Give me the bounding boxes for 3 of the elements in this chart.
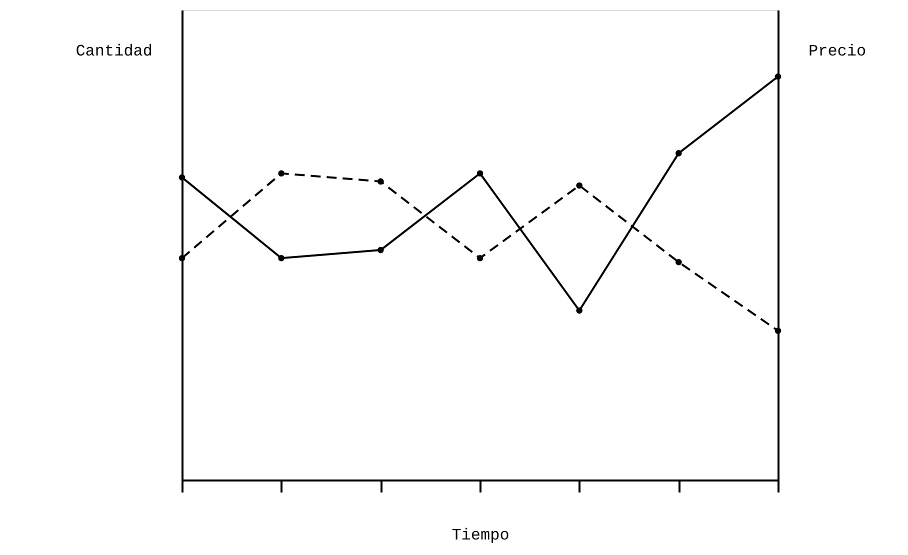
y-axis-title: Cantidad xyxy=(76,42,152,60)
y2-axis-title: Precio xyxy=(808,42,866,60)
x-axis-title: Tiempo xyxy=(452,526,510,544)
